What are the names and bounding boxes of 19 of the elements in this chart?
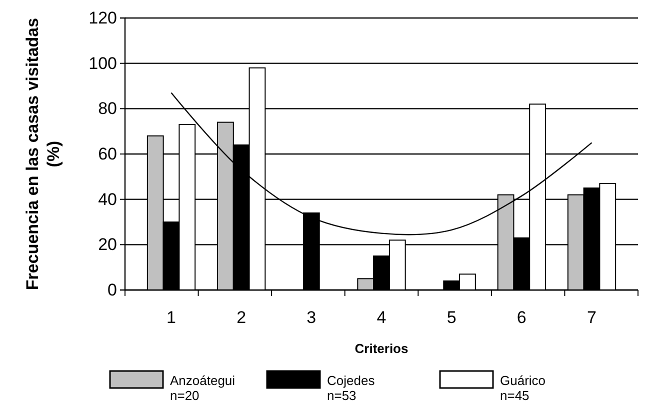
x-tick-label: 7 [587,308,596,327]
x-tick-label: 4 [376,308,386,327]
y-axis-title: Frecuencia en las casas visitadas (%) [23,18,63,290]
x-tick-label: 2 [236,308,246,327]
x-tick-label: 5 [446,308,456,327]
y-tick-label: 0 [108,280,117,300]
x-tick-label: 1 [166,308,176,327]
x-tick-label: 6 [516,308,526,327]
legend-label: Anzoátegui n=20 [170,373,236,403]
legend-label: Guárico n=45 [500,373,546,403]
x-tick-label: 3 [306,308,316,327]
x-axis-title: Criterios [354,341,408,356]
y-tick-label: 100 [88,54,117,73]
y-tick-label: 40 [98,190,117,209]
y-tick-label: 60 [98,144,117,164]
y-tick-label: 120 [88,8,117,28]
y-tick-label: 20 [98,235,117,254]
y-tick-label: 80 [98,99,117,118]
legend-label: Cojedes n=53 [327,373,376,403]
